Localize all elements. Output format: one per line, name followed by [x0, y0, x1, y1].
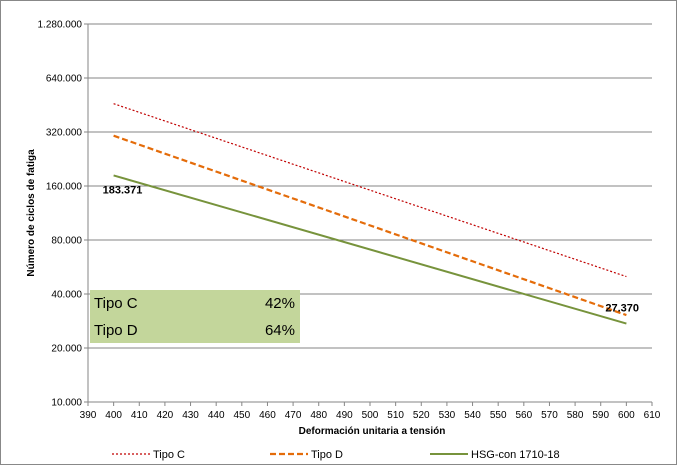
x-tick-label: 570 [541, 410, 558, 421]
series-line [113, 174, 627, 325]
inset-row-value: 64% [265, 322, 295, 339]
x-tick-label: 530 [439, 410, 456, 421]
series-lines [113, 103, 627, 325]
y-tick-label: 1.280.000 [38, 20, 83, 31]
inset-table: Tipo C 42% Tipo D 64% [90, 290, 300, 343]
x-tick-label: 390 [80, 410, 97, 421]
x-tick-label: 580 [567, 410, 584, 421]
y-axis-title: Número de ciclos de fatiga [26, 149, 37, 277]
x-tick-label: 400 [105, 410, 122, 421]
x-axis-title: Deformación unitaria a tensión [299, 426, 446, 437]
legend-label: Tipo C [153, 449, 185, 461]
legend-label: HSG-con 1710-18 [471, 449, 560, 461]
inset-row-value: 42% [265, 295, 295, 312]
x-tick-label: 510 [387, 410, 404, 421]
x-tick-label: 550 [490, 410, 507, 421]
inset-row-label: Tipo C [94, 295, 138, 312]
data-label: 27.370 [605, 303, 639, 315]
x-tick-label: 610 [644, 410, 661, 421]
x-tick-label: 520 [413, 410, 430, 421]
x-tick-label: 410 [131, 410, 148, 421]
y-tick-label: 10.000 [51, 398, 82, 409]
y-tick-label: 80.000 [51, 236, 82, 247]
y-axis-ticks: 10.000 20.000 40.000 80.000 160.000 320.000 64… [38, 20, 88, 409]
x-tick-label: 440 [208, 410, 225, 421]
y-tick-label: 160.000 [46, 182, 83, 193]
x-tick-label: 470 [285, 410, 302, 421]
x-tick-label: 540 [464, 410, 481, 421]
x-tick-label: 590 [592, 410, 609, 421]
series-line [113, 134, 627, 317]
y-tick-label: 40.000 [51, 290, 82, 301]
x-tick-label: 500 [362, 410, 379, 421]
x-tick-label: 560 [515, 410, 532, 421]
data-label: 183.371 [103, 184, 143, 196]
data-labels: 183.371 27.370 [103, 184, 639, 314]
inset-row-label: Tipo D [94, 322, 138, 339]
x-tick-label: 420 [157, 410, 174, 421]
y-tick-label: 20.000 [51, 344, 82, 355]
x-tick-label: 490 [336, 410, 353, 421]
x-tick-label: 460 [259, 410, 276, 421]
x-axis-ticks: 390 400 410 420 430 440 450 460 470 480 490 500 510 5… [80, 402, 661, 421]
inset-table-background [90, 290, 300, 343]
x-tick-label: 450 [233, 410, 250, 421]
legend: Tipo C Tipo D HSG-con 1710-18 [112, 449, 560, 461]
x-tick-label: 600 [618, 410, 635, 421]
x-tick-label: 430 [182, 410, 199, 421]
y-tick-label: 320.000 [46, 128, 83, 139]
x-tick-label: 480 [310, 410, 327, 421]
legend-label: Tipo D [311, 449, 343, 461]
y-tick-label: 640.000 [46, 74, 83, 85]
